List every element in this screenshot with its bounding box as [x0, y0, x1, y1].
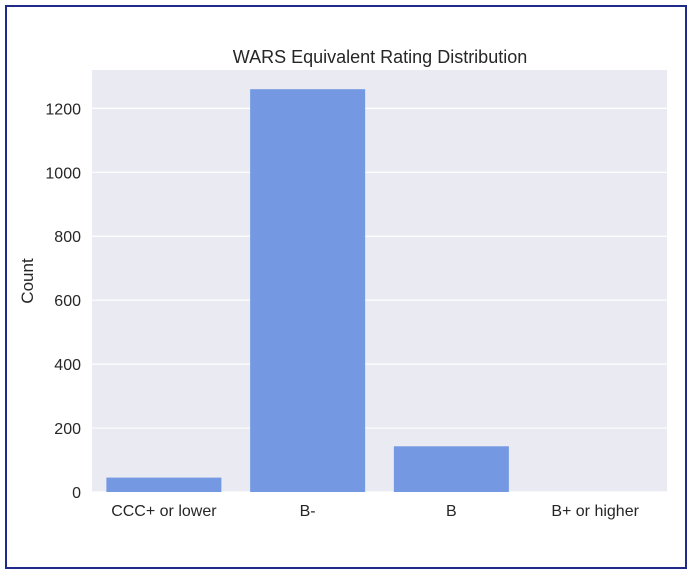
- x-tick-label: B-: [300, 503, 316, 520]
- y-axis-ticks: 0 200 400 600 800 1000 1200: [45, 101, 81, 502]
- bars: [106, 89, 509, 492]
- x-tick-label: CCC+ or lower: [111, 503, 217, 520]
- x-tick-label: B+ or higher: [551, 503, 639, 520]
- y-tick-label: 400: [54, 357, 81, 374]
- x-axis-ticks: CCC+ or lower B- B B+ or higher: [111, 503, 639, 520]
- bar: [250, 89, 366, 492]
- y-tick-label: 800: [54, 229, 81, 246]
- y-tick-label: 600: [54, 293, 81, 310]
- y-tick-label: 1000: [45, 165, 81, 182]
- x-tick-label: B: [446, 503, 457, 520]
- y-tick-label: 200: [54, 421, 81, 438]
- y-tick-label: 0: [72, 485, 81, 502]
- bar: [393, 446, 509, 492]
- plot-area: [92, 70, 667, 492]
- y-tick-label: 1200: [45, 101, 81, 118]
- y-axis-label: Count: [18, 258, 37, 304]
- bar: [106, 477, 222, 492]
- chart-title: WARS Equivalent Rating Distribution: [233, 47, 527, 67]
